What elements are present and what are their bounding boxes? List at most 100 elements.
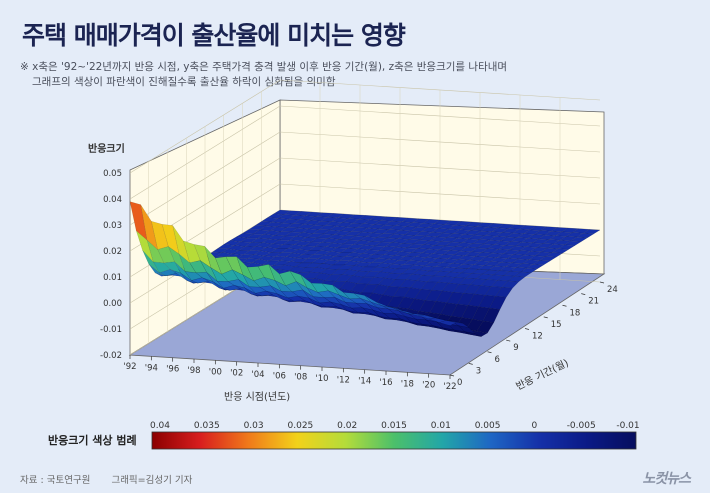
y-tick-label: 21 [588, 297, 599, 307]
surface-cell [223, 240, 242, 246]
y-tick-mark [599, 281, 605, 284]
surface-cell [513, 250, 531, 256]
surface-cell [311, 258, 329, 264]
x-tick-label: '20 [422, 381, 435, 391]
z-tick-label: 0.05 [103, 169, 122, 179]
surface-cell [516, 233, 535, 239]
surface-cell [519, 246, 538, 252]
surface-cell [518, 225, 537, 230]
source-text: 자료 : 국토연구원 [20, 475, 91, 486]
y-tick-label: 24 [607, 285, 618, 295]
surface-cell [417, 314, 435, 319]
surface-cell [247, 254, 265, 260]
x-tick-label: '04 [251, 370, 264, 380]
surface-cell [221, 248, 240, 254]
surface-cell [449, 267, 468, 274]
surface-cell [512, 229, 531, 234]
z-grid-line [129, 105, 601, 200]
surface-cell [178, 253, 197, 273]
surface-cell [494, 262, 513, 267]
surface-cell [457, 325, 476, 334]
y-tick-mark [487, 351, 492, 354]
surface-cell [447, 323, 465, 332]
x-tick-label: '02 [230, 369, 243, 379]
z-tick-label: 0.03 [103, 221, 122, 231]
surface-cell [473, 260, 491, 266]
surface-cell [513, 271, 532, 278]
surface-cell [421, 323, 439, 329]
surface-cell [210, 267, 229, 282]
surface-cell [146, 239, 165, 264]
x-tick-label: '06 [273, 371, 286, 381]
x-tick-label: '92 [123, 362, 136, 372]
y-axis-ticks: 0 3 6 9 12 15 18 21 24 [449, 281, 618, 388]
surface-cell [195, 271, 214, 282]
surface-cell [151, 221, 169, 250]
surface-cell [330, 301, 348, 311]
surface-cell [532, 260, 551, 266]
surface-cell [172, 225, 190, 263]
surface-mesh [129, 201, 601, 337]
surface-cell [385, 263, 404, 270]
surface-cell [521, 238, 539, 243]
x-tick-label: '98 [187, 366, 200, 376]
x-tick-label: '14 [358, 377, 371, 387]
surface-cell [538, 234, 556, 240]
surface-cell [523, 229, 541, 235]
y-tick-label: 15 [551, 320, 562, 330]
note-line-2: 그래프의 색상이 파란색이 진해질수록 출산율 하락이 심화됨을 의미함 [32, 76, 336, 88]
surface-cell [511, 258, 530, 264]
surface-cell [561, 227, 580, 233]
legend-tick-label: 0.04 [150, 421, 170, 431]
surface-cell [140, 204, 158, 250]
x-tick-label: '16 [379, 378, 392, 388]
y-axis-label: 반응 기간(월) [514, 357, 571, 393]
surface-cell [204, 246, 222, 275]
y-tick-label: 12 [532, 332, 543, 342]
z-grid-line [129, 79, 601, 174]
news-logo: 노컷뉴스 [642, 471, 691, 487]
surface-cell [540, 226, 558, 232]
surface-cell [531, 238, 550, 244]
z-tick-label: 0.00 [103, 299, 122, 309]
surface-cell [330, 269, 349, 275]
x-axis-ticks: '92 '94 '96 '98 '00 '02 '04 '06 '08 '10 '12 '14 '16 '… [123, 355, 457, 392]
z-grid-line [129, 131, 601, 226]
surface-cell [375, 301, 393, 308]
y-tick-mark [543, 316, 548, 319]
y-tick-label: 3 [476, 366, 481, 376]
page-title: 주택 매매가격이 출산율에 미치는 영향 [22, 21, 406, 50]
surface-cell [477, 265, 496, 271]
surface-cell [520, 267, 538, 273]
y-tick-label: 9 [513, 343, 518, 353]
y-tick-mark [562, 304, 567, 307]
surface-cell [159, 269, 177, 276]
legend-tick-label: 0 [532, 421, 538, 431]
legend-tick-label: 0.02 [337, 421, 357, 431]
surface-cell [389, 317, 407, 322]
surface-cell [317, 254, 336, 261]
surface-cell [215, 252, 234, 258]
surface-cell [488, 266, 506, 271]
surface-cell [129, 201, 148, 241]
surface-cell [242, 229, 260, 235]
surface-cell [507, 276, 526, 282]
surface-cell [570, 236, 588, 242]
y-tick-label: 0 [457, 378, 462, 388]
note-line-1: ※ x축은 '92~'22년까지 반응 시점, y축은 주택가격 충격 발생 이… [20, 61, 508, 73]
surface-cell [582, 229, 601, 235]
surface-cell [227, 245, 246, 251]
surface-cell [254, 221, 273, 227]
legend-tick-label: 0.025 [288, 421, 314, 431]
y-tick-mark [524, 328, 530, 330]
surface-cell [183, 240, 201, 263]
surface-cell [550, 227, 569, 232]
z-tick-label: -0.01 [100, 325, 122, 335]
x-tick-label: '96 [166, 365, 179, 375]
surface-cell [248, 225, 267, 231]
surface-cell [563, 240, 582, 246]
surface-cell [215, 256, 233, 275]
z-axis-label: 반응크기 [88, 142, 125, 155]
y-tick-label: 18 [570, 308, 581, 318]
surface-cell [378, 316, 396, 321]
